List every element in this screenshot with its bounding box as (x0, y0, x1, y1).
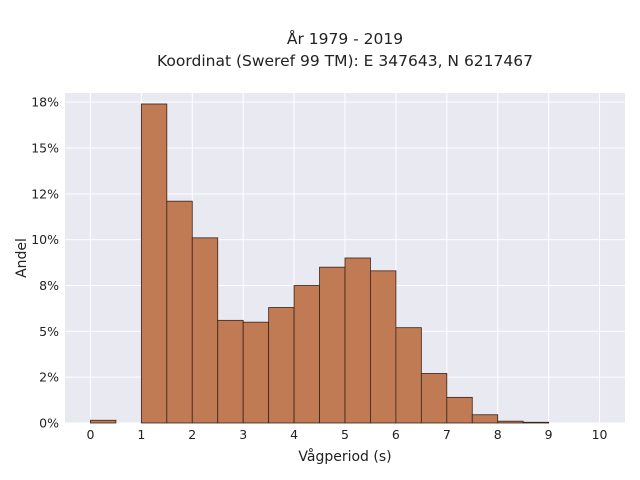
y-axis-ticks: 0% 2% 5% 8% 10% 12% 15% 18% (31, 95, 59, 431)
x-tick-label: 2 (188, 427, 196, 442)
y-tick-label: 12% (31, 186, 59, 201)
x-tick-label: 8 (494, 427, 502, 442)
histogram-bar (446, 396, 473, 424)
chart-subtitle: Koordinat (Sweref 99 TM): E 347643, N 62… (157, 52, 533, 70)
histogram-bar (268, 307, 295, 424)
histogram-bar (242, 321, 270, 424)
y-tick-label: 2% (39, 370, 59, 385)
x-tick-label: 1 (137, 427, 145, 442)
y-tick-label: 15% (31, 141, 59, 156)
histogram-bar (522, 421, 550, 424)
histogram-bar (140, 103, 168, 424)
chart-title: År 1979 - 2019 (286, 30, 404, 48)
y-tick-label: 0% (39, 416, 59, 431)
y-tick-label: 10% (31, 232, 59, 247)
x-axis-ticks: 0 1 2 3 4 5 6 7 8 9 10 (86, 427, 607, 442)
histogram-bar (166, 200, 193, 424)
x-tick-label: 6 (392, 427, 400, 442)
histogram-bar (217, 319, 244, 424)
y-tick-label: 8% (39, 278, 59, 293)
y-tick-label: 18% (31, 95, 59, 110)
histogram-bar (420, 373, 448, 424)
x-tick-label: 0 (86, 427, 94, 442)
x-tick-label: 4 (290, 427, 298, 442)
y-tick-label: 5% (39, 324, 59, 339)
y-axis-label: Andel (14, 238, 30, 278)
x-tick-label: 7 (443, 427, 451, 442)
histogram-bar (395, 327, 422, 424)
x-tick-label: 3 (239, 427, 247, 442)
histogram-bar (344, 257, 371, 424)
histogram-bar (471, 414, 499, 424)
histogram-bar (191, 237, 219, 424)
x-tick-label: 10 (592, 427, 608, 442)
bars (90, 103, 550, 424)
histogram-bar (293, 285, 320, 424)
x-tick-label: 5 (341, 427, 349, 442)
x-tick-label: 9 (545, 427, 553, 442)
histogram-bar (319, 266, 346, 424)
histogram-bar (90, 419, 117, 424)
histogram-bar (370, 270, 397, 424)
x-axis-label: Vågperiod (s) (298, 448, 391, 465)
histogram-bar (497, 420, 524, 424)
